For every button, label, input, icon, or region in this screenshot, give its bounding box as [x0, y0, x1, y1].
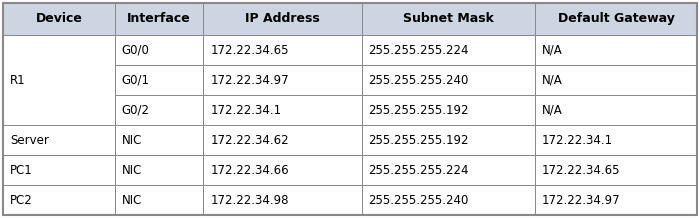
Bar — [535, 65, 697, 95]
Bar — [362, 155, 535, 185]
Bar — [204, 65, 362, 95]
Bar — [115, 155, 204, 185]
Text: G0/2: G0/2 — [122, 104, 150, 116]
Text: 172.22.34.97: 172.22.34.97 — [542, 194, 621, 206]
Bar — [535, 125, 697, 155]
Bar — [3, 35, 115, 125]
Bar — [115, 3, 204, 35]
Text: PC2: PC2 — [10, 194, 33, 206]
Bar — [204, 185, 362, 215]
Text: 255.255.255.224: 255.255.255.224 — [369, 164, 469, 177]
Text: 172.22.34.66: 172.22.34.66 — [211, 164, 289, 177]
Bar — [204, 125, 362, 155]
Bar — [362, 65, 535, 95]
Bar — [115, 95, 204, 125]
Text: Interface: Interface — [127, 12, 191, 26]
Bar — [115, 125, 204, 155]
Text: R1: R1 — [10, 73, 26, 87]
Text: 172.22.34.98: 172.22.34.98 — [211, 194, 289, 206]
Bar — [115, 65, 204, 95]
Text: 172.22.34.97: 172.22.34.97 — [211, 73, 289, 87]
Text: 255.255.255.192: 255.255.255.192 — [369, 133, 469, 146]
Bar — [3, 125, 115, 155]
Text: 255.255.255.224: 255.255.255.224 — [369, 44, 469, 56]
Text: 255.255.255.240: 255.255.255.240 — [369, 194, 469, 206]
Text: NIC: NIC — [122, 164, 142, 177]
Text: IP Address: IP Address — [245, 12, 320, 26]
Bar — [362, 185, 535, 215]
Text: N/A: N/A — [542, 44, 563, 56]
Bar — [204, 155, 362, 185]
Bar — [3, 3, 115, 35]
Text: 172.22.34.1: 172.22.34.1 — [211, 104, 281, 116]
Text: NIC: NIC — [122, 133, 142, 146]
Bar — [535, 185, 697, 215]
Bar — [535, 95, 697, 125]
Bar — [3, 155, 115, 185]
Bar — [535, 3, 697, 35]
Bar — [535, 35, 697, 65]
Text: 172.22.34.62: 172.22.34.62 — [211, 133, 289, 146]
Bar — [362, 35, 535, 65]
Bar — [535, 155, 697, 185]
Bar — [362, 125, 535, 155]
Bar — [362, 95, 535, 125]
Text: PC1: PC1 — [10, 164, 33, 177]
Text: G0/1: G0/1 — [122, 73, 150, 87]
Text: Server: Server — [10, 133, 49, 146]
Bar — [362, 3, 535, 35]
Bar — [3, 185, 115, 215]
Text: Device: Device — [36, 12, 83, 26]
Bar — [204, 95, 362, 125]
Text: Subnet Mask: Subnet Mask — [403, 12, 494, 26]
Text: 255.255.255.240: 255.255.255.240 — [369, 73, 469, 87]
Bar — [115, 185, 204, 215]
Text: 172.22.34.65: 172.22.34.65 — [211, 44, 289, 56]
Text: N/A: N/A — [542, 73, 563, 87]
Text: 255.255.255.192: 255.255.255.192 — [369, 104, 469, 116]
Text: 172.22.34.65: 172.22.34.65 — [542, 164, 621, 177]
Text: 172.22.34.1: 172.22.34.1 — [542, 133, 613, 146]
Text: Default Gateway: Default Gateway — [558, 12, 675, 26]
Bar — [115, 35, 204, 65]
Bar — [204, 35, 362, 65]
Text: NIC: NIC — [122, 194, 142, 206]
Bar — [204, 3, 362, 35]
Text: N/A: N/A — [542, 104, 563, 116]
Text: G0/0: G0/0 — [122, 44, 150, 56]
